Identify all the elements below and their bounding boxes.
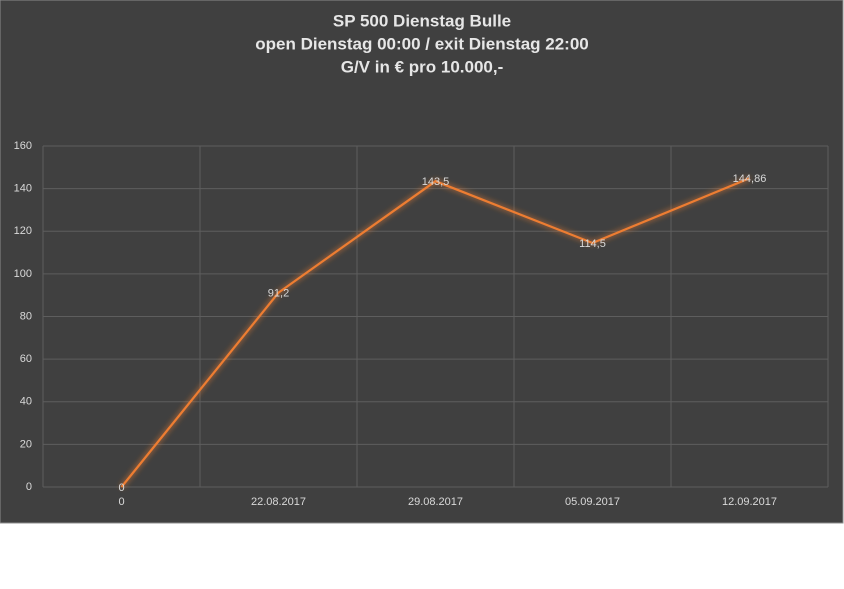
data-label: 114,5: [579, 238, 606, 250]
x-tick-label: 05.09.2017: [565, 496, 620, 508]
y-tick-label: 0: [26, 481, 32, 493]
y-tick-label: 140: [14, 183, 32, 195]
chart-subtitle: open Dienstag 00:00 / exit Dienstag 22:0…: [255, 34, 589, 53]
y-tick-label: 20: [20, 438, 32, 450]
chart-subtitle: G/V in € pro 10.000,-: [341, 57, 504, 76]
y-tick-label: 160: [14, 140, 32, 152]
chart-background: [0, 0, 844, 524]
data-label: 143,5: [422, 176, 450, 188]
data-line: [120, 177, 750, 488]
data-label: 91,2: [268, 288, 289, 300]
chart-title: SP 500 Dienstag Bulle: [333, 11, 511, 30]
x-tick-label: 29.08.2017: [408, 496, 463, 508]
y-tick-label: 40: [20, 396, 32, 408]
data-label: 0: [118, 482, 124, 494]
x-tick-label: 12.09.2017: [722, 496, 777, 508]
y-tick-label: 80: [20, 310, 32, 322]
y-tick-label: 60: [20, 353, 32, 365]
y-tick-label: 120: [14, 225, 32, 237]
y-tick-label: 100: [14, 268, 32, 280]
x-tick-label: 0: [118, 496, 124, 508]
x-tick-label: 22.08.2017: [251, 496, 306, 508]
data-label: 144,86: [733, 173, 767, 185]
